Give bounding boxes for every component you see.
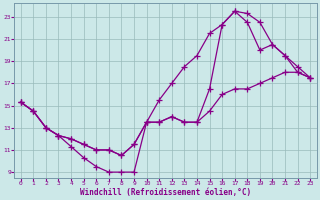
X-axis label: Windchill (Refroidissement éolien,°C): Windchill (Refroidissement éolien,°C) [80,188,251,197]
